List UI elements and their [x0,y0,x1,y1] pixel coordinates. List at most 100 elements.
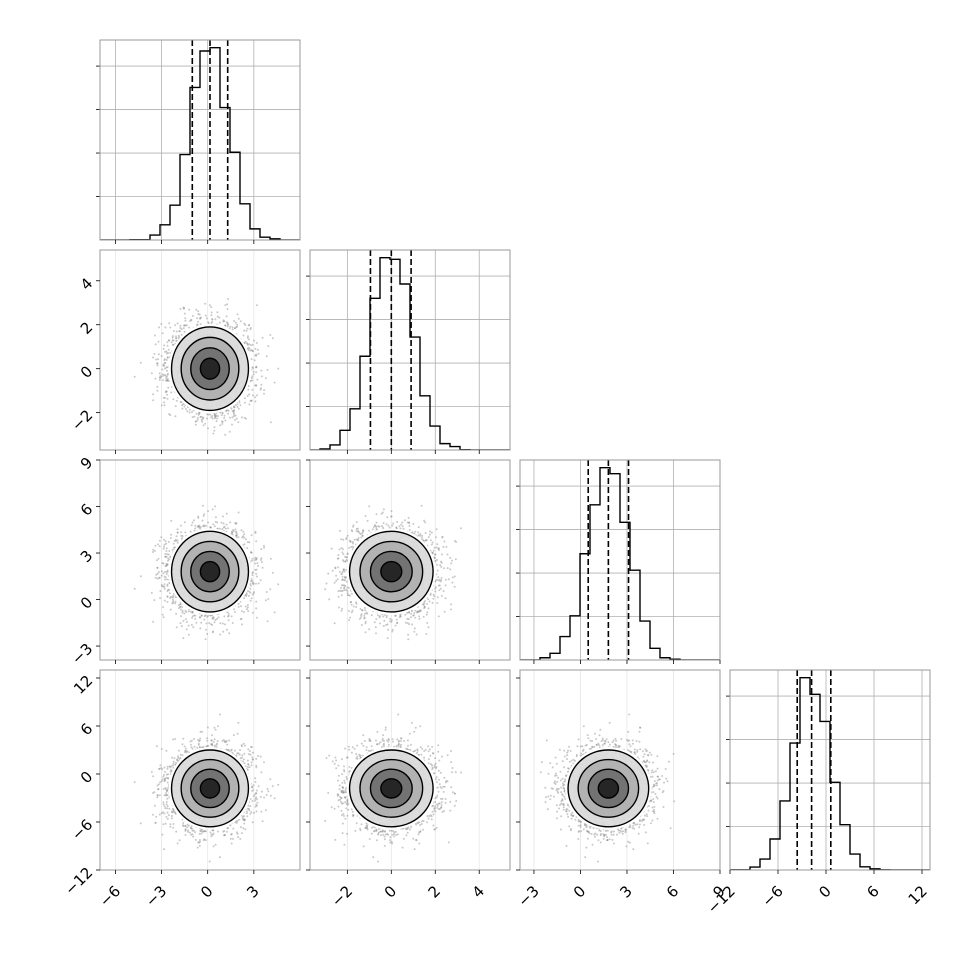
sample-point [243,416,246,419]
sample-point [201,420,204,423]
sample-point [195,621,198,624]
sample-point [166,373,169,376]
sample-point [271,337,274,340]
sample-point [166,397,169,400]
sample-point [250,551,252,554]
sample-point [192,626,195,629]
sample-point [210,314,213,317]
sample-point [163,364,166,367]
sample-point [255,384,258,387]
sample-point [163,538,165,541]
sample-point [167,372,169,375]
sample-point [152,399,155,402]
sample-point [255,304,258,307]
sample-point [164,350,166,353]
sample-point [245,329,248,332]
sample-point [227,412,230,415]
sample-point [232,409,235,412]
sample-point [197,310,200,313]
sample-point [236,403,239,406]
sample-point [246,327,249,330]
sample-point [211,320,214,323]
sample-point [229,325,232,328]
sample-point [247,346,250,349]
sample-point [221,412,224,414]
sample-point [201,416,204,419]
sample-point [251,343,254,346]
sample-point [199,317,202,319]
sample-point [205,628,207,631]
sample-point [254,384,257,387]
sample-point [159,375,162,377]
sample-point [263,544,265,547]
sample-point [162,374,165,377]
sample-point [266,620,269,623]
sample-point [234,327,237,330]
sample-point [198,313,201,316]
sample-point [247,324,250,327]
sample-point [213,417,216,420]
sample-point [194,423,197,426]
hist-panel-0 [96,39,301,244]
sample-point [259,558,262,561]
sample-point [233,409,236,411]
sample-point [202,424,205,427]
sample-point [166,583,169,586]
sample-point [227,298,230,300]
sample-point [196,417,199,419]
sample-point [235,326,238,328]
sample-point [161,332,164,335]
density-fill [200,358,220,380]
sample-point [166,563,169,566]
sample-point [166,595,169,598]
sample-point [248,590,251,593]
sample-point [254,532,257,534]
sample-point [171,339,174,342]
sample-point [199,416,202,418]
sample-point [243,329,246,332]
sample-point [214,414,217,417]
sample-point [175,337,178,340]
sample-point [213,413,216,416]
sample-point [221,622,224,625]
sample-point [184,317,187,320]
sample-point [249,399,252,402]
sample-point [188,326,191,329]
sample-point [236,313,239,316]
contour-line [199,357,221,380]
sample-point [157,543,160,546]
sample-point [196,317,199,320]
sample-point [226,303,229,306]
sample-point [184,408,187,410]
sample-point [253,359,256,362]
sample-point [164,576,167,579]
sample-point [175,399,178,402]
sample-point [194,420,197,423]
sample-point [162,379,165,382]
sample-point [183,324,185,327]
sample-point [165,359,168,361]
sample-point [226,322,229,324]
sample-point [216,315,219,318]
sample-point [214,415,217,418]
sample-point [167,386,170,389]
sample-point [163,578,166,581]
sample-point [250,349,253,351]
sample-point [249,328,252,331]
sample-point [165,350,168,353]
tick-label-y: 2 [77,318,96,337]
sample-point [174,324,177,327]
sample-point [209,526,212,529]
sample-point [166,584,169,587]
sample-point [165,366,168,369]
sample-point [224,324,227,327]
sample-point [166,344,169,347]
sample-point [195,420,198,423]
sample-point [182,307,185,310]
panel-frame [99,39,301,241]
sample-point [243,597,245,599]
sample-point [232,412,235,415]
sample-point [237,317,240,320]
sample-point [163,396,166,399]
